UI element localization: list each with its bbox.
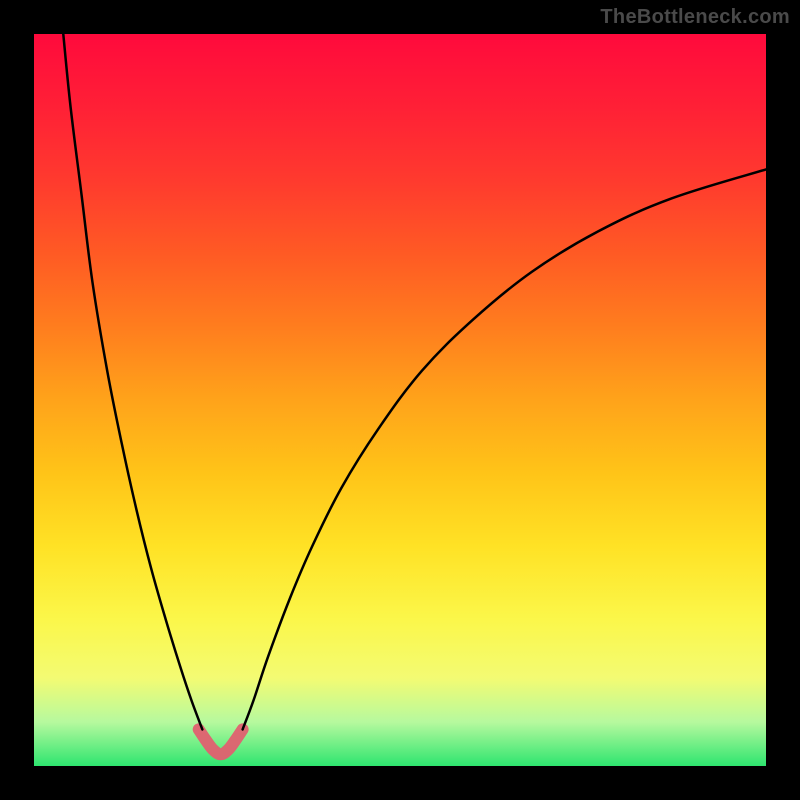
chart-container: TheBottleneck.com: [0, 0, 800, 800]
watermark-text: TheBottleneck.com: [600, 6, 790, 29]
plot-background-gradient: [34, 34, 766, 766]
